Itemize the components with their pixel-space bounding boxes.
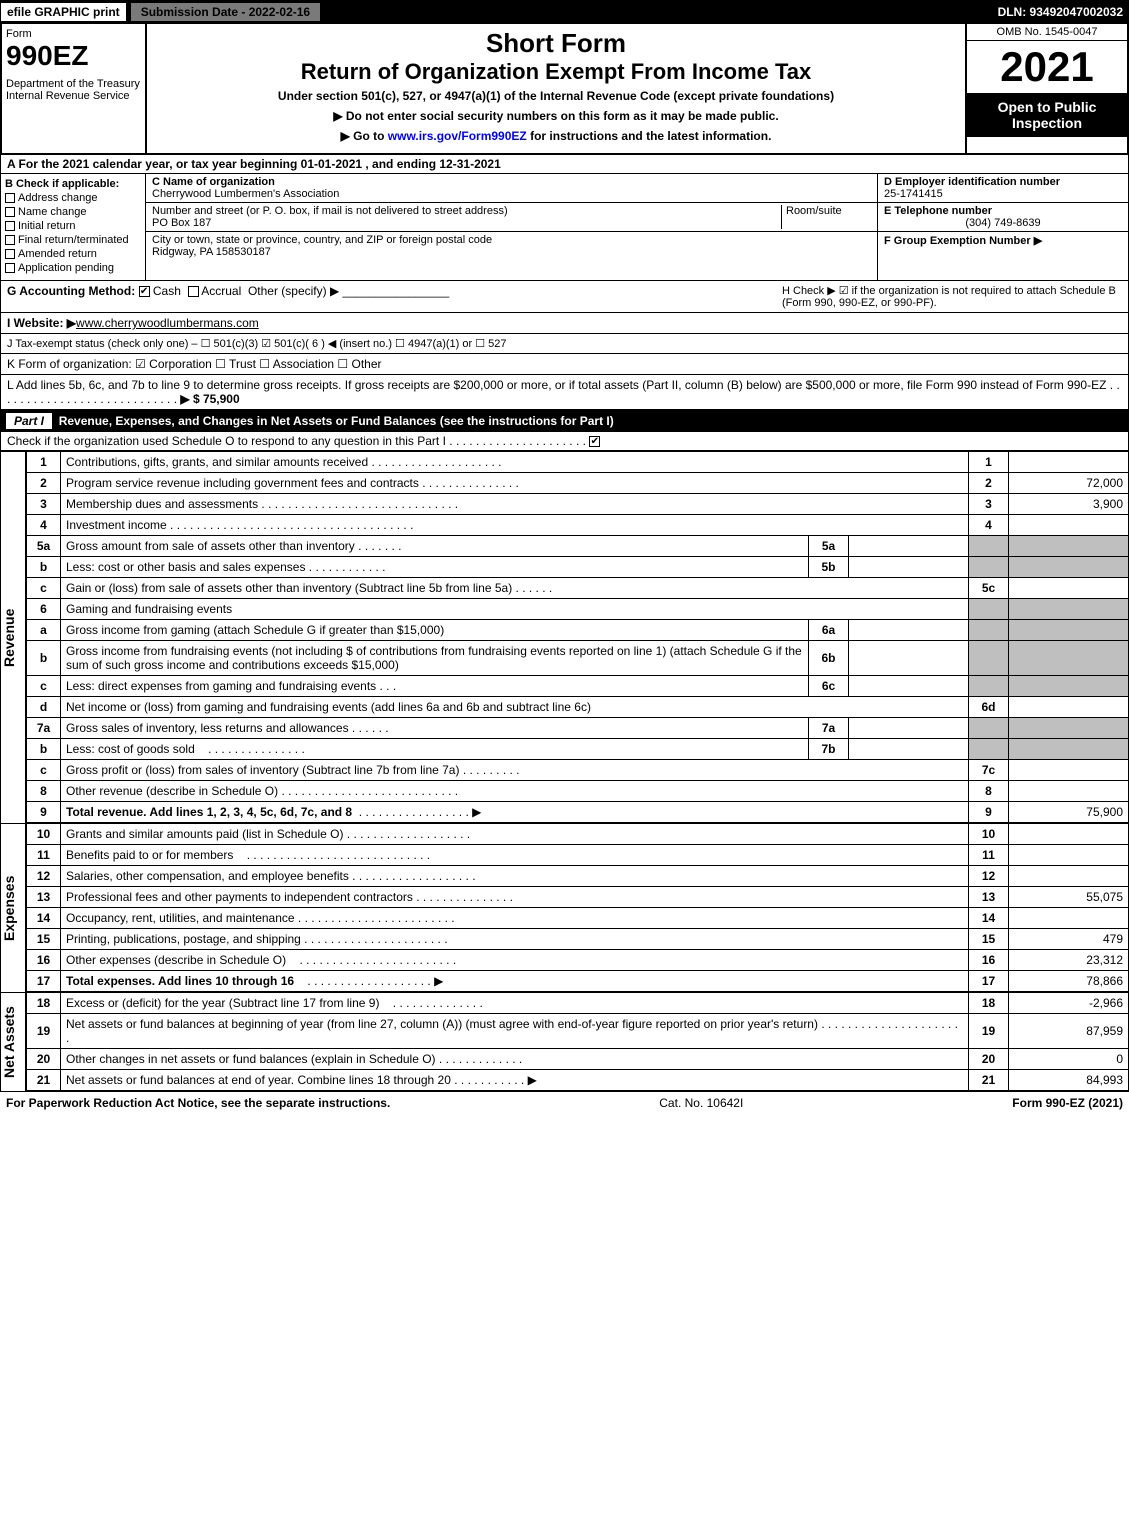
part1-label: Part I bbox=[6, 413, 52, 429]
line-9: 9Total revenue. Add lines 1, 2, 3, 4, 5c… bbox=[27, 802, 1129, 823]
line-5a: 5aGross amount from sale of assets other… bbox=[27, 536, 1129, 557]
row-j: J Tax-exempt status (check only one) – ☐… bbox=[0, 334, 1129, 354]
line-6: 6Gaming and fundraising events bbox=[27, 599, 1129, 620]
b-opt-5: Application pending bbox=[5, 262, 141, 274]
b-opt-3: Final return/terminated bbox=[5, 234, 141, 246]
part1-check: Check if the organization used Schedule … bbox=[0, 432, 1129, 451]
form-word: Form bbox=[6, 28, 141, 40]
c-street: Number and street (or P. O. box, if mail… bbox=[146, 203, 877, 232]
part1-title: Revenue, Expenses, and Changes in Net As… bbox=[59, 414, 614, 428]
line-6c: cLess: direct expenses from gaming and f… bbox=[27, 676, 1129, 697]
line-6a: aGross income from gaming (attach Schedu… bbox=[27, 620, 1129, 641]
line-12: 12Salaries, other compensation, and empl… bbox=[27, 866, 1129, 887]
f-group: F Group Exemption Number ▶ bbox=[878, 232, 1128, 249]
tax-year: 2021 bbox=[967, 41, 1127, 93]
line-7c: cGross profit or (loss) from sales of in… bbox=[27, 760, 1129, 781]
line-17: 17Total expenses. Add lines 10 through 1… bbox=[27, 971, 1129, 992]
b-opt-4: Amended return bbox=[5, 248, 141, 260]
website-link[interactable]: www.cherrywoodlumbermans.com bbox=[76, 316, 259, 330]
header-left: Form 990EZ Department of the Treasury In… bbox=[2, 24, 147, 153]
line-13: 13Professional fees and other payments t… bbox=[27, 887, 1129, 908]
ssn-note: ▶ Do not enter social security numbers o… bbox=[155, 109, 957, 123]
line-11: 11Benefits paid to or for members . . . … bbox=[27, 845, 1129, 866]
netassets-sidelabel: Net Assets bbox=[0, 992, 26, 1091]
line-14: 14Occupancy, rent, utilities, and mainte… bbox=[27, 908, 1129, 929]
expenses-section: Expenses 10Grants and similar amounts pa… bbox=[0, 823, 1129, 992]
form-number: 990EZ bbox=[6, 40, 141, 72]
form-header: Form 990EZ Department of the Treasury In… bbox=[0, 24, 1129, 155]
row-i: I Website: ▶www.cherrywoodlumbermans.com bbox=[0, 313, 1129, 334]
col-b: B Check if applicable: Address change Na… bbox=[1, 174, 146, 280]
org-name: Cherrywood Lumbermen's Association bbox=[152, 188, 339, 200]
row-a: A For the 2021 calendar year, or tax yea… bbox=[0, 155, 1129, 174]
line-18: 18Excess or (deficit) for the year (Subt… bbox=[27, 993, 1129, 1014]
revenue-table: 1Contributions, gifts, grants, and simil… bbox=[26, 451, 1129, 823]
line-19: 19Net assets or fund balances at beginni… bbox=[27, 1014, 1129, 1049]
line-2: 2Program service revenue including gover… bbox=[27, 473, 1129, 494]
irs-link[interactable]: www.irs.gov/Form990EZ bbox=[388, 129, 527, 143]
footer-left: For Paperwork Reduction Act Notice, see … bbox=[6, 1096, 390, 1110]
line-15: 15Printing, publications, postage, and s… bbox=[27, 929, 1129, 950]
accrual-checkbox bbox=[188, 286, 199, 297]
line-5c: cGain or (loss) from sale of assets othe… bbox=[27, 578, 1129, 599]
netassets-section: Net Assets 18Excess or (deficit) for the… bbox=[0, 992, 1129, 1091]
b-opt-2: Initial return bbox=[5, 220, 141, 232]
c-city: City or town, state or province, country… bbox=[146, 232, 877, 260]
line-8: 8Other revenue (describe in Schedule O) … bbox=[27, 781, 1129, 802]
line-1: 1Contributions, gifts, grants, and simil… bbox=[27, 452, 1129, 473]
b-label: B Check if applicable: bbox=[5, 178, 141, 190]
efile-label: efile GRAPHIC print bbox=[0, 2, 127, 22]
city: Ridgway, PA 158530187 bbox=[152, 246, 271, 258]
open-public: Open to Public Inspection bbox=[967, 93, 1127, 137]
line-5b: bLess: cost or other basis and sales exp… bbox=[27, 557, 1129, 578]
header-mid: Short Form Return of Organization Exempt… bbox=[147, 24, 967, 153]
col-c: C Name of organization Cherrywood Lumber… bbox=[146, 174, 878, 280]
goto-note: ▶ Go to www.irs.gov/Form990EZ for instru… bbox=[155, 129, 957, 143]
b-opt-0: Address change bbox=[5, 192, 141, 204]
short-form-title: Short Form bbox=[155, 28, 957, 59]
netassets-table: 18Excess or (deficit) for the year (Subt… bbox=[26, 992, 1129, 1091]
row-l: L Add lines 5b, 6c, and 7b to line 9 to … bbox=[0, 375, 1129, 410]
room-suite: Room/suite bbox=[781, 205, 871, 229]
under-section: Under section 501(c), 527, or 4947(a)(1)… bbox=[155, 89, 957, 103]
page-footer: For Paperwork Reduction Act Notice, see … bbox=[0, 1091, 1129, 1114]
footer-mid: Cat. No. 10642I bbox=[390, 1096, 1012, 1110]
row-k: K Form of organization: ☑ Corporation ☐ … bbox=[0, 354, 1129, 375]
expenses-table: 10Grants and similar amounts paid (list … bbox=[26, 823, 1129, 992]
line-6d: dNet income or (loss) from gaming and fu… bbox=[27, 697, 1129, 718]
col-def: D Employer identification number25-17414… bbox=[878, 174, 1128, 280]
line-20: 20Other changes in net assets or fund ba… bbox=[27, 1049, 1129, 1070]
line-3: 3Membership dues and assessments . . . .… bbox=[27, 494, 1129, 515]
line-4: 4Investment income . . . . . . . . . . .… bbox=[27, 515, 1129, 536]
line-21: 21Net assets or fund balances at end of … bbox=[27, 1070, 1129, 1091]
e-phone: E Telephone number(304) 749-8639 bbox=[878, 203, 1128, 232]
block-bcdef: B Check if applicable: Address change Na… bbox=[0, 174, 1129, 281]
line-10: 10Grants and similar amounts paid (list … bbox=[27, 824, 1129, 845]
top-bar: efile GRAPHIC print Submission Date - 20… bbox=[0, 0, 1129, 24]
submission-date: Submission Date - 2022-02-16 bbox=[131, 3, 320, 21]
dln-label: DLN: 93492047002032 bbox=[998, 5, 1129, 19]
street: PO Box 187 bbox=[152, 217, 211, 229]
revenue-sidelabel: Revenue bbox=[0, 451, 26, 823]
d-ein: D Employer identification number25-17414… bbox=[878, 174, 1128, 203]
c-name: C Name of organization Cherrywood Lumber… bbox=[146, 174, 877, 203]
g-accounting: G Accounting Method: Cash Accrual Other … bbox=[7, 284, 782, 309]
dept-label: Department of the Treasury Internal Reve… bbox=[6, 78, 141, 102]
expenses-sidelabel: Expenses bbox=[0, 823, 26, 992]
line-16: 16Other expenses (describe in Schedule O… bbox=[27, 950, 1129, 971]
b-opt-1: Name change bbox=[5, 206, 141, 218]
line-7a: 7aGross sales of inventory, less returns… bbox=[27, 718, 1129, 739]
schedule-o-checkbox bbox=[589, 436, 600, 447]
cash-checkbox bbox=[139, 286, 150, 297]
header-right: OMB No. 1545-0047 2021 Open to Public In… bbox=[967, 24, 1127, 153]
return-title: Return of Organization Exempt From Incom… bbox=[155, 59, 957, 85]
part1-header: Part I Revenue, Expenses, and Changes in… bbox=[0, 410, 1129, 432]
row-g-h: G Accounting Method: Cash Accrual Other … bbox=[0, 281, 1129, 313]
h-check: H Check ▶ ☑ if the organization is not r… bbox=[782, 284, 1122, 309]
line-7b: bLess: cost of goods sold . . . . . . . … bbox=[27, 739, 1129, 760]
line-6b: bGross income from fundraising events (n… bbox=[27, 641, 1129, 676]
omb-number: OMB No. 1545-0047 bbox=[967, 24, 1127, 41]
revenue-section: Revenue 1Contributions, gifts, grants, a… bbox=[0, 451, 1129, 823]
footer-right: Form 990-EZ (2021) bbox=[1012, 1096, 1123, 1110]
